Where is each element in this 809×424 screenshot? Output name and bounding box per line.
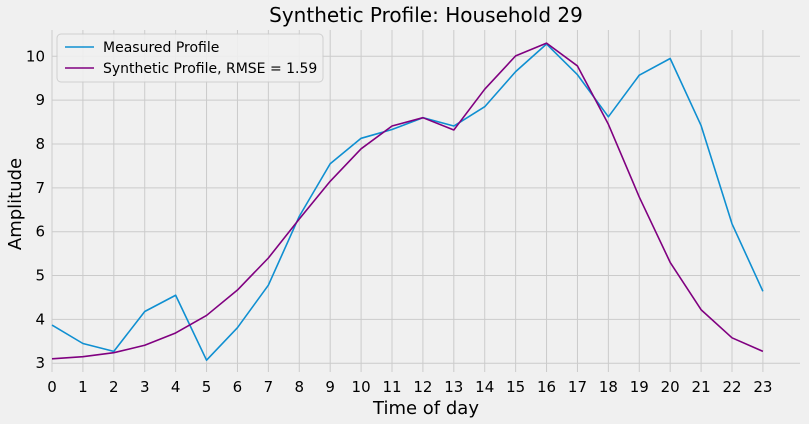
x-tick-label: 13 xyxy=(444,378,463,396)
x-tick-label: 7 xyxy=(264,378,274,396)
x-tick-label: 5 xyxy=(202,378,212,396)
y-tick-label: 5 xyxy=(35,267,45,285)
legend-box xyxy=(56,33,324,83)
x-tick-label: 18 xyxy=(599,378,618,396)
x-tick-label: 19 xyxy=(630,378,649,396)
tick-labels: 0 1 2 3 4 5 6 7 8 9 10 11 12 13 14 15 16 17 18 19 20 21 22 2334… xyxy=(26,47,773,396)
x-tick-label: 15 xyxy=(506,378,525,396)
x-tick-label: 20 xyxy=(661,378,680,396)
y-tick-label: 4 xyxy=(35,310,45,328)
legend-label-synthetic: Synthetic Profile, RMSE = 1.59 xyxy=(103,61,317,77)
synthetic-profile-line xyxy=(51,42,764,360)
y-tick-label: 7 xyxy=(35,179,45,197)
x-tick-label: 1 xyxy=(78,378,88,396)
y-tick-label: 9 xyxy=(35,91,45,109)
y-axis-label: Amplitude xyxy=(5,158,26,250)
x-tick-label: 17 xyxy=(568,378,587,396)
x-tick-label: 3 xyxy=(140,378,150,396)
legend-label-measured: Measured Profile xyxy=(103,40,219,56)
grid-lines xyxy=(51,30,800,372)
x-tick-label: 12 xyxy=(413,378,432,396)
x-tick-label: 23 xyxy=(753,378,772,396)
x-tick-label: 16 xyxy=(537,378,556,396)
x-tick-label: 8 xyxy=(294,378,304,396)
y-tick-label: 10 xyxy=(26,47,45,65)
chart-title: Synthetic Profile: Household 29 xyxy=(269,3,583,27)
measured-profile-line xyxy=(51,43,764,361)
x-tick-label: 2 xyxy=(109,378,119,396)
y-tick-label: 3 xyxy=(35,354,45,372)
x-tick-label: 22 xyxy=(722,378,741,396)
x-tick-label: 14 xyxy=(475,378,494,396)
x-tick-label: 4 xyxy=(171,378,181,396)
x-tick-label: 10 xyxy=(352,378,371,396)
x-tick-label: 0 xyxy=(47,378,57,396)
y-tick-label: 6 xyxy=(35,223,45,241)
series-lines xyxy=(51,42,764,361)
legend: Measured Profile Synthetic Profile, RMSE… xyxy=(56,33,324,83)
y-tick-label: 8 xyxy=(35,135,45,153)
x-tick-label: 11 xyxy=(382,378,401,396)
x-axis-label: Time of day xyxy=(372,398,479,419)
x-tick-label: 21 xyxy=(692,378,711,396)
x-tick-label: 9 xyxy=(325,378,335,396)
x-tick-label: 6 xyxy=(233,378,243,396)
